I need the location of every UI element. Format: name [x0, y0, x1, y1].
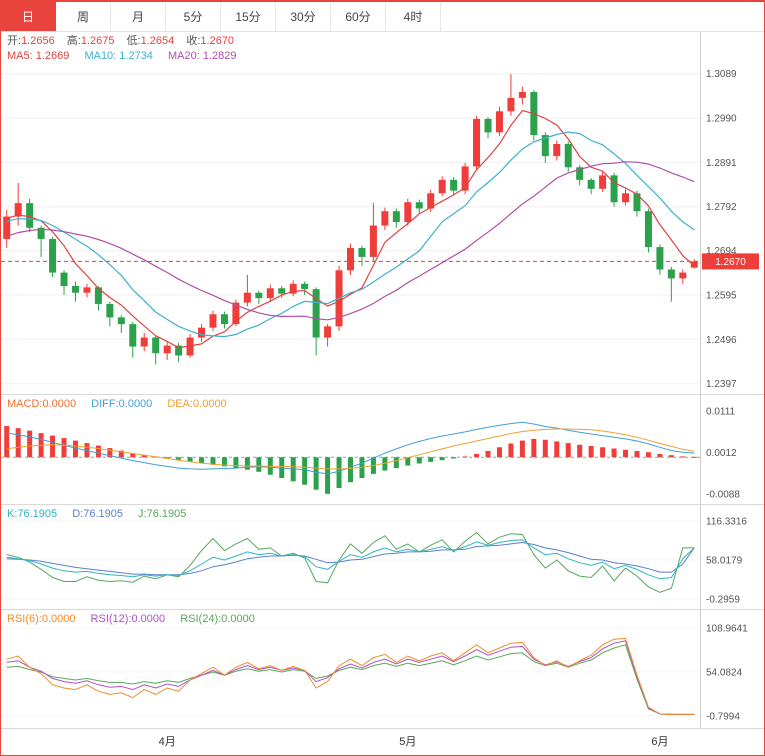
svg-text:1.2397: 1.2397 — [706, 379, 737, 390]
macd-panel: 0.0111 0.0012 -0.0088 MACD:0.0000 DIFF:0.0… — [1, 395, 764, 505]
k-value: K:76.1905 — [7, 508, 58, 520]
tab-weekly[interactable]: 周 — [56, 2, 111, 31]
high-label: 高: — [66, 35, 81, 47]
rsi24-value: RSI(24):0.0000 — [180, 613, 255, 625]
d-value: D:76.1905 — [72, 508, 123, 520]
rsi12-value: RSI(12):0.0000 — [90, 613, 166, 625]
svg-text:116.3316: 116.3316 — [706, 516, 747, 527]
rsi-panel: 108.9641 54.0824 -0.7994 RSI(6):0.0000 RSI… — [1, 610, 764, 729]
tab-5min[interactable]: 5分 — [166, 2, 221, 31]
main-chart-panel: 1.2670 1.3089 1.2990 1.2891 1.2792 1.2694 1.25… — [1, 32, 764, 395]
macd-legend: MACD:0.0000 DIFF:0.0000 DEA:0.0000 — [7, 398, 239, 411]
svg-text:1.2990: 1.2990 — [706, 114, 737, 125]
tab-daily[interactable]: 日 — [1, 2, 56, 31]
svg-text:6月: 6月 — [651, 736, 668, 748]
svg-text:1.2792: 1.2792 — [706, 202, 737, 213]
kdj-chart[interactable]: 116.3316 58.0179 -0.2959 — [1, 505, 764, 609]
ma-legend: MA5: 1.2669 MA10: 1.2734 MA20: 1.2829 — [7, 50, 249, 63]
ma20-value: MA20: 1.2829 — [168, 50, 237, 62]
macd-value: MACD:0.0000 — [7, 398, 77, 410]
svg-text:5月: 5月 — [399, 736, 416, 748]
svg-text:4月: 4月 — [159, 736, 176, 748]
svg-text:0.0111: 0.0111 — [706, 407, 736, 418]
open-value: 1.2656 — [21, 35, 55, 47]
svg-text:1.2694: 1.2694 — [706, 246, 737, 257]
svg-text:1.2670: 1.2670 — [715, 257, 746, 268]
svg-text:1.2595: 1.2595 — [706, 290, 737, 301]
j-value: J:76.1905 — [138, 508, 187, 520]
tab-60min[interactable]: 60分 — [331, 2, 386, 31]
svg-text:1.2891: 1.2891 — [706, 158, 737, 169]
rsi-legend: RSI(6):0.0000 RSI(12):0.0000 RSI(24):0.0… — [7, 613, 267, 626]
rsi-chart[interactable]: 108.9641 54.0824 -0.7994 — [1, 610, 764, 728]
svg-text:58.0179: 58.0179 — [706, 555, 743, 566]
candlestick-chart[interactable]: 1.2670 1.3089 1.2990 1.2891 1.2792 1.2694 1.25… — [1, 32, 764, 394]
svg-text:1.2496: 1.2496 — [706, 335, 737, 346]
x-axis: 4月 5月 6月 — [1, 729, 764, 755]
close-value: 1.2670 — [200, 35, 235, 47]
close-label: 收: — [186, 35, 201, 47]
svg-text:54.0824: 54.0824 — [706, 667, 743, 678]
svg-text:-0.7994: -0.7994 — [706, 711, 740, 722]
diff-value: DIFF:0.0000 — [91, 398, 153, 410]
macd-chart[interactable]: 0.0111 0.0012 -0.0088 — [1, 395, 764, 504]
svg-text:0.0012: 0.0012 — [706, 448, 737, 459]
ohlc-legend: 开:1.2656 高:1.2675 低:1.2654 收:1.2670 — [7, 35, 243, 48]
svg-text:108.9641: 108.9641 — [706, 624, 748, 635]
timeframe-toolbar: 日 周 月 5分 15分 30分 60分 4时 — [1, 2, 764, 32]
svg-text:-0.0088: -0.0088 — [706, 489, 740, 500]
dea-value: DEA:0.0000 — [167, 398, 227, 410]
svg-text:1.3089: 1.3089 — [706, 69, 737, 80]
open-label: 开: — [7, 35, 22, 47]
kdj-legend: K:76.1905 D:76.1905 J:76.1905 — [7, 508, 198, 521]
tab-30min[interactable]: 30分 — [276, 2, 331, 31]
ma10-value: MA10: 1.2734 — [84, 50, 153, 62]
ma5-value: MA5: 1.2669 — [7, 50, 70, 62]
kdj-panel: 116.3316 58.0179 -0.2959 K:76.1905 D:76.19… — [1, 505, 764, 610]
high-value: 1.2675 — [80, 35, 115, 47]
low-label: 低: — [126, 35, 141, 47]
svg-text:-0.2959: -0.2959 — [706, 595, 740, 606]
tab-4hour[interactable]: 4时 — [386, 2, 441, 31]
low-value: 1.2654 — [140, 35, 175, 47]
tab-monthly[interactable]: 月 — [111, 2, 166, 31]
rsi6-value: RSI(6):0.0000 — [7, 613, 76, 625]
x-axis-labels: 4月 5月 6月 — [159, 736, 669, 748]
tab-15min[interactable]: 15分 — [221, 2, 276, 31]
